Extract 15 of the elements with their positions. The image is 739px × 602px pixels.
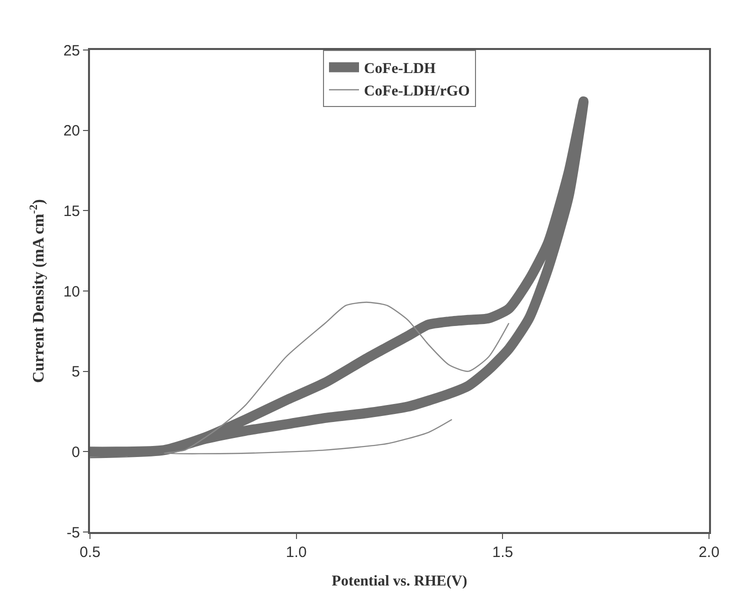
- y-tick-label: 10: [63, 283, 80, 300]
- y-tick-label: -5: [66, 524, 80, 542]
- y-tick-label: 15: [63, 202, 80, 220]
- x-tick-label: 1.5: [492, 544, 514, 561]
- legend-label: CoFe-LDH: [364, 61, 436, 78]
- y-tick-label: 20: [63, 122, 80, 140]
- y-tick-label: 0: [72, 444, 80, 461]
- y-tick-label: 5: [72, 364, 80, 381]
- x-tick-label: 2.0: [698, 544, 720, 561]
- x-tick-label: 0.5: [80, 544, 100, 561]
- x-tick-label: 1.0: [286, 544, 307, 561]
- y-tick-label: 25: [63, 42, 80, 60]
- line-series: [164, 302, 510, 454]
- legend-label: CoFe-LDH/rGO: [364, 84, 470, 100]
- x-axis-title: Potential vs. RHE(V): [332, 574, 468, 590]
